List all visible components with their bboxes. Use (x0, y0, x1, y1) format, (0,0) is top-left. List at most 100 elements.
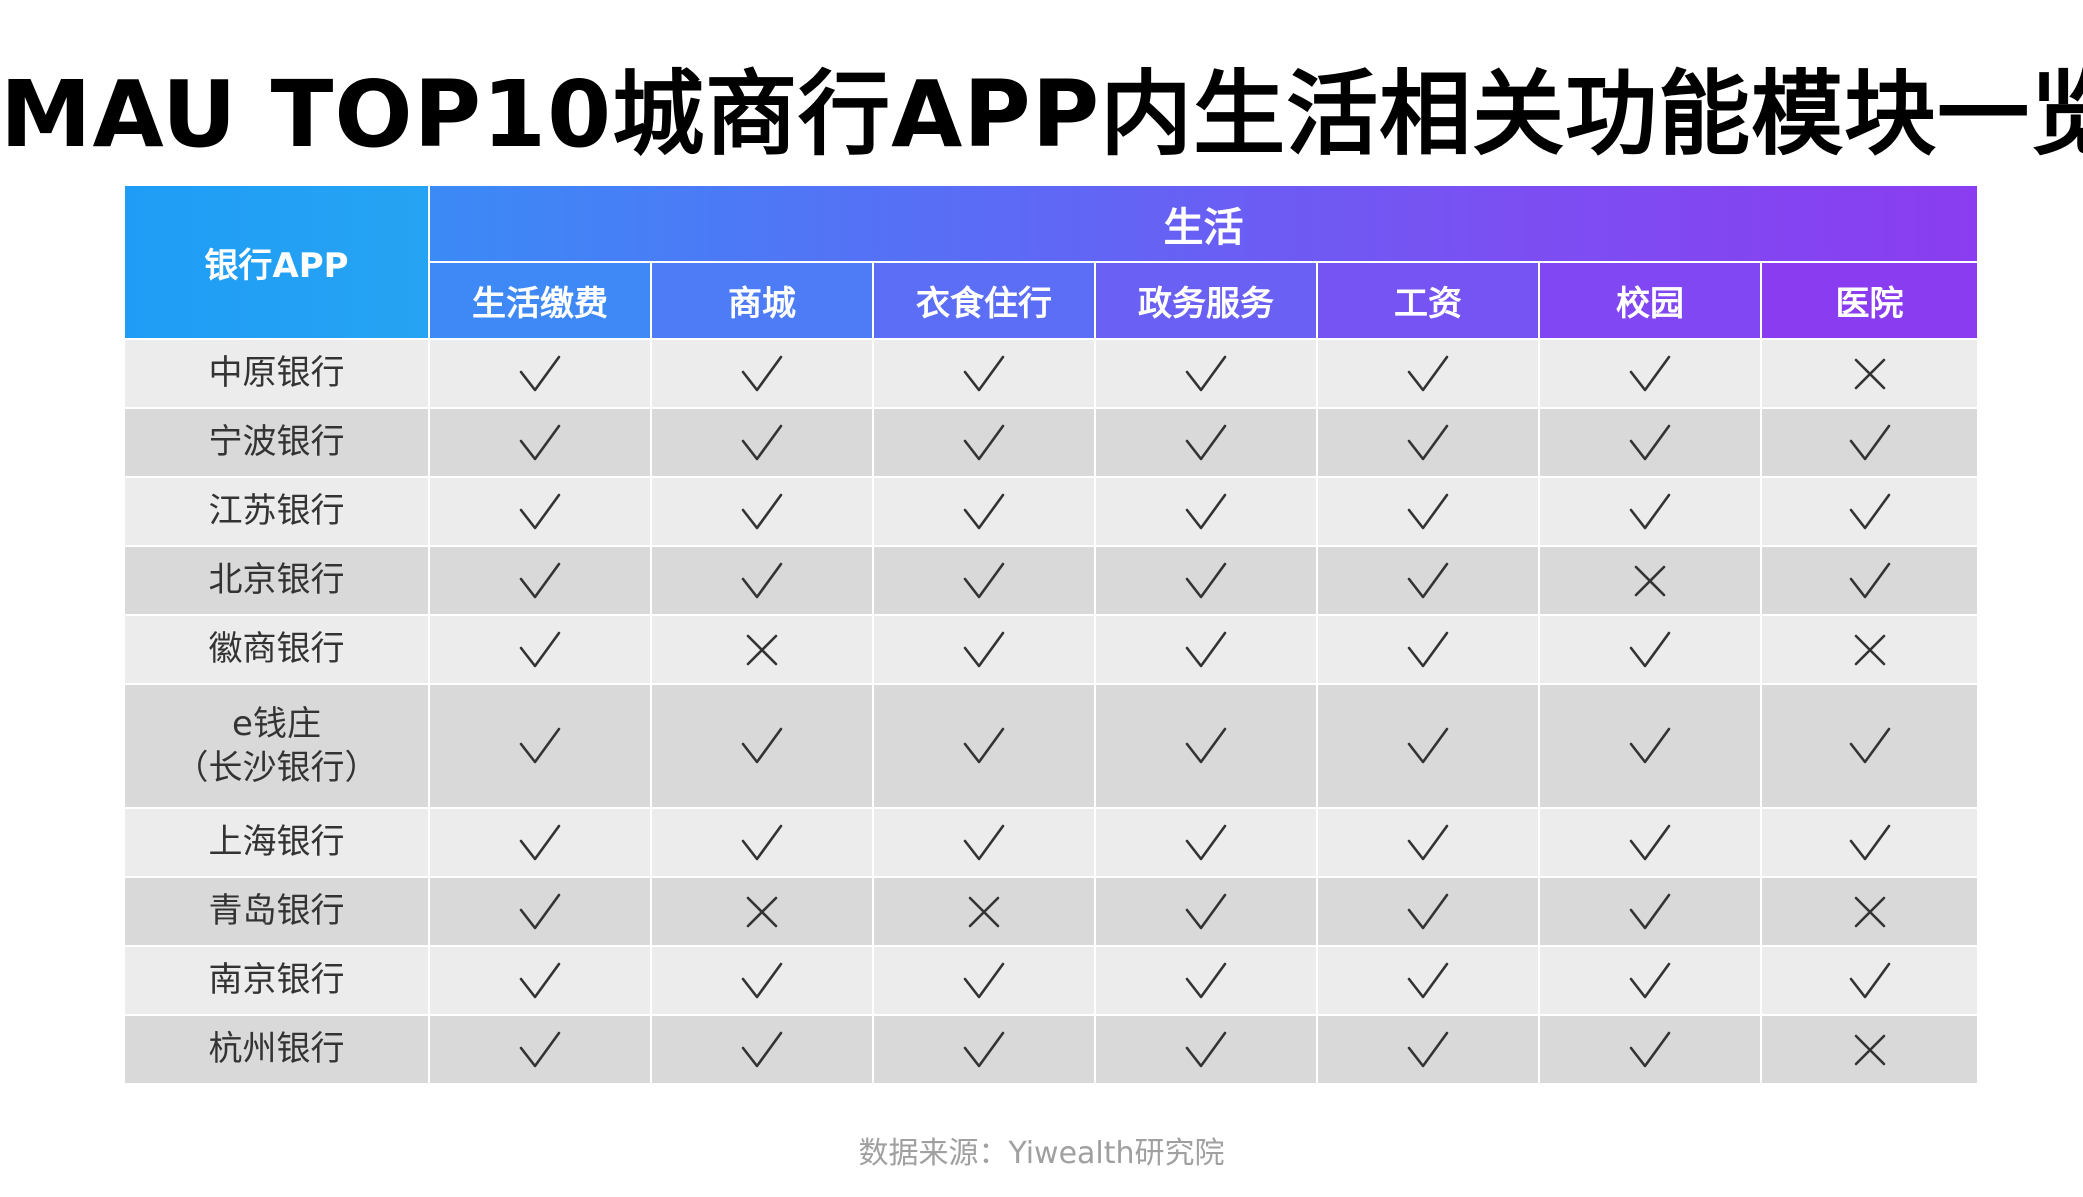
check-mark-icon (1096, 1016, 1316, 1083)
bank-name-text: 江苏银行 (208, 491, 345, 532)
check-mark-icon (652, 409, 872, 476)
bank-name-text: （长沙银行） (174, 748, 379, 788)
check-mark-icon (652, 947, 872, 1014)
cross-mark-icon (1762, 1016, 1977, 1083)
check-mark-icon (1540, 478, 1760, 545)
check-mark-icon (1540, 340, 1760, 407)
bank-name-cell: 徽商银行 (125, 616, 428, 683)
check-mark-icon (1762, 547, 1977, 614)
check-mark-icon (1318, 616, 1538, 683)
bank-name-text: 青岛银行 (208, 891, 345, 932)
bank-name-cell: 青岛银行 (125, 878, 428, 945)
feature-table: 银行APP 生活 生活缴费 商城 衣食住行 政务服务 工资 校园 医院中原银行宁波银行江苏银… (125, 186, 1977, 1083)
check-mark-icon (430, 409, 650, 476)
check-mark-icon (1318, 478, 1538, 545)
bank-name-cell: 北京银行 (125, 547, 428, 614)
check-mark-icon (1762, 409, 1977, 476)
check-mark-icon (430, 878, 650, 945)
check-mark-icon (874, 478, 1094, 545)
bank-name-cell: 中原银行 (125, 340, 428, 407)
bank-name-text: 徽商银行 (208, 629, 345, 670)
column-header: 政务服务 (1096, 263, 1316, 338)
check-mark-icon (1762, 478, 1977, 545)
check-mark-icon (652, 809, 872, 876)
bank-app-header: 银行APP (125, 186, 428, 338)
bank-name-cell: 江苏银行 (125, 478, 428, 545)
check-mark-icon (430, 947, 650, 1014)
check-mark-icon (1540, 685, 1760, 807)
cross-mark-icon (1762, 878, 1977, 945)
bank-name-text: 中原银行 (208, 353, 345, 394)
check-mark-icon (874, 340, 1094, 407)
check-mark-icon (1318, 809, 1538, 876)
cross-mark-icon (652, 878, 872, 945)
check-mark-icon (430, 809, 650, 876)
bank-name-text: 北京银行 (208, 560, 345, 601)
check-mark-icon (874, 616, 1094, 683)
check-mark-icon (652, 685, 872, 807)
check-mark-icon (1540, 616, 1760, 683)
check-mark-icon (1096, 878, 1316, 945)
cross-mark-icon (874, 878, 1094, 945)
bank-name-text: 上海银行 (208, 822, 345, 863)
check-mark-icon (1762, 685, 1977, 807)
check-mark-icon (652, 340, 872, 407)
check-mark-icon (1540, 947, 1760, 1014)
check-mark-icon (1318, 409, 1538, 476)
check-mark-icon (1096, 409, 1316, 476)
check-mark-icon (874, 1016, 1094, 1083)
check-mark-icon (874, 947, 1094, 1014)
check-mark-icon (1096, 478, 1316, 545)
column-header: 生活缴费 (430, 263, 650, 338)
check-mark-icon (1096, 340, 1316, 407)
check-mark-icon (1318, 1016, 1538, 1083)
check-mark-icon (1318, 547, 1538, 614)
source-note: 数据来源：Yiwealth研究院 (858, 1136, 1225, 1171)
check-mark-icon (1096, 809, 1316, 876)
check-mark-icon (1540, 809, 1760, 876)
check-mark-icon (874, 409, 1094, 476)
check-mark-icon (1318, 878, 1538, 945)
bank-name-cell: e钱庄 （长沙银行） (125, 685, 428, 807)
check-mark-icon (1762, 809, 1977, 876)
cross-mark-icon (1762, 616, 1977, 683)
check-mark-icon (1096, 947, 1316, 1014)
cross-mark-icon (652, 616, 872, 683)
check-mark-icon (1096, 685, 1316, 807)
check-mark-icon (652, 1016, 872, 1083)
bank-name-text: 南京银行 (208, 960, 345, 1001)
column-header: 工资 (1318, 263, 1538, 338)
column-header: 商城 (652, 263, 872, 338)
check-mark-icon (430, 478, 650, 545)
bank-name-text: 杭州银行 (208, 1029, 345, 1070)
cross-mark-icon (1540, 547, 1760, 614)
check-mark-icon (652, 547, 872, 614)
check-mark-icon (1318, 340, 1538, 407)
bank-name-cell: 上海银行 (125, 809, 428, 876)
check-mark-icon (874, 685, 1094, 807)
column-header: 衣食住行 (874, 263, 1094, 338)
bank-name-cell: 杭州银行 (125, 1016, 428, 1083)
check-mark-icon (430, 547, 650, 614)
column-header: 医院 (1762, 263, 1977, 338)
check-mark-icon (1762, 947, 1977, 1014)
check-mark-icon (874, 547, 1094, 614)
check-mark-icon (1318, 947, 1538, 1014)
page-title: MAU TOP10城商行APP内生活相关功能模块一览 (0, 61, 2083, 168)
check-mark-icon (1540, 409, 1760, 476)
check-mark-icon (430, 340, 650, 407)
bank-name-text: 宁波银行 (208, 422, 345, 463)
check-mark-icon (1318, 685, 1538, 807)
check-mark-icon (430, 685, 650, 807)
bank-name-cell: 南京银行 (125, 947, 428, 1014)
check-mark-icon (874, 809, 1094, 876)
bank-name-text: e钱庄 (232, 703, 321, 744)
check-mark-icon (430, 1016, 650, 1083)
bank-name-cell: 宁波银行 (125, 409, 428, 476)
check-mark-icon (1540, 1016, 1760, 1083)
check-mark-icon (1540, 878, 1760, 945)
life-group-header: 生活 (430, 186, 1977, 261)
cross-mark-icon (1762, 340, 1977, 407)
check-mark-icon (652, 478, 872, 545)
column-header: 校园 (1540, 263, 1760, 338)
